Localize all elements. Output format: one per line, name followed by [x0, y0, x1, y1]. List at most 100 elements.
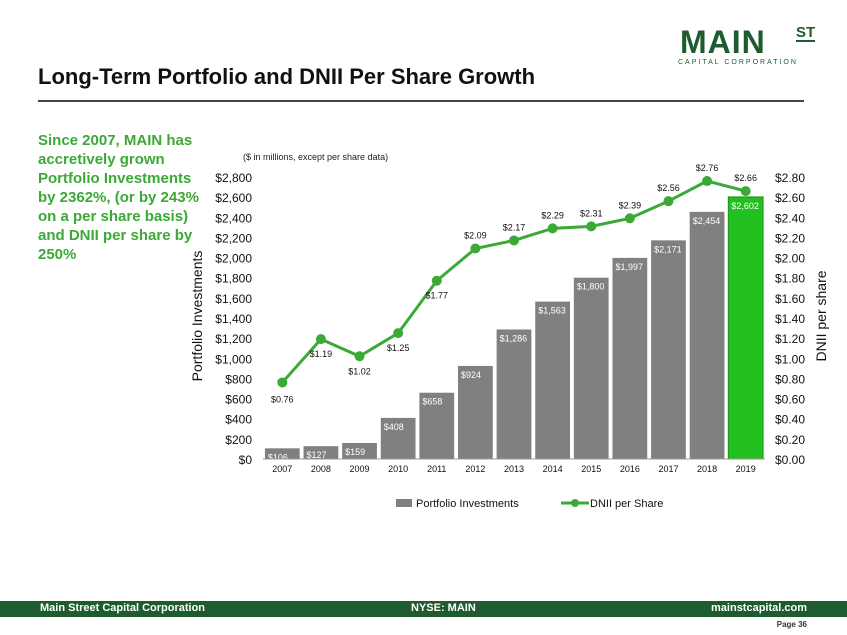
y-tick-label: $600 [225, 393, 252, 407]
bar-value-label: $408 [384, 422, 404, 432]
y-axis-title: Portfolio Investments [189, 251, 205, 382]
bar [535, 301, 570, 459]
x-tick-label: 2012 [465, 464, 485, 474]
dnii-value-label: $1.25 [387, 343, 410, 353]
y2-tick-label: $1.60 [775, 292, 805, 306]
bar [264, 448, 300, 459]
dnii-point [624, 213, 635, 224]
y2-tick-label: $2.40 [775, 211, 805, 225]
logo-main-text: MAIN [680, 24, 766, 60]
dnii-value-label: $1.02 [348, 366, 371, 376]
y2-tick-label: $2.80 [775, 171, 805, 185]
bar [303, 446, 339, 459]
y2-tick-label: $2.20 [775, 231, 805, 245]
page-number: Page 36 [776, 620, 807, 629]
summary-text: Since 2007, MAIN has accretively grown P… [38, 132, 199, 263]
x-tick-label: 2018 [697, 464, 717, 474]
dnii-value-label: $2.09 [464, 231, 487, 241]
chart-note: ($ in millions, except per share data) [243, 152, 388, 162]
y-tick-label: $1,000 [215, 352, 252, 366]
y2-tick-label: $2.60 [775, 191, 805, 205]
logo-st-text: ST [796, 24, 816, 42]
dnii-point [354, 351, 365, 362]
legend-swatch-portfolio [396, 499, 412, 507]
y2-tick-label: $0.60 [775, 393, 805, 407]
legend-label-portfolio: Portfolio Investments [416, 498, 519, 510]
x-tick-label: 2008 [311, 464, 331, 474]
x-tick-label: 2010 [388, 464, 408, 474]
dnii-point [547, 223, 558, 234]
dnii-point [509, 235, 519, 246]
bar-value-label: $1,286 [500, 333, 528, 343]
bar-value-label: $2,454 [693, 216, 721, 226]
bar [342, 442, 377, 459]
y-tick-label: $2,800 [215, 171, 252, 185]
y-tick-label: $400 [225, 413, 252, 427]
bar-value-label: $2,171 [654, 244, 682, 254]
bar [458, 365, 493, 459]
y-tick-label: $0 [239, 453, 253, 467]
dnii-value-label: $2.17 [503, 222, 526, 232]
y-tick-label: $2,000 [215, 252, 252, 266]
bar [612, 257, 648, 459]
footer-ticker: NYSE: MAIN [411, 602, 476, 614]
y2-tick-label: $0.40 [775, 413, 805, 427]
y-tick-label: $1,200 [215, 332, 252, 346]
y2-tick-label: $0.20 [775, 433, 805, 447]
legend-label-dnii: DNII per Share [590, 498, 663, 510]
x-tick-label: 2017 [658, 464, 678, 474]
chart-legend: Portfolio Investments DNII per Share [396, 498, 663, 510]
dnii-value-label: $2.39 [619, 200, 642, 210]
x-tick-label: 2013 [504, 464, 524, 474]
dnii-point [663, 196, 674, 207]
dnii-value-label: $1.77 [426, 291, 449, 301]
y2-tick-label: $0.00 [775, 453, 805, 467]
bar [496, 329, 532, 459]
dnii-value-label: $2.76 [696, 163, 719, 173]
bar [689, 211, 725, 459]
dnii-value-label: $1.19 [310, 349, 333, 359]
y2-tick-label: $1.80 [775, 272, 805, 286]
x-tick-label: 2015 [581, 464, 601, 474]
combo-chart: ($ in millions, except per share data) P… [189, 152, 829, 510]
dnii-value-label: $2.56 [657, 183, 680, 193]
dnii-value-label: $2.31 [580, 208, 603, 218]
dnii-value-label: $2.29 [541, 210, 564, 220]
dnii-point [702, 176, 713, 187]
y-tick-label: $1,400 [215, 312, 252, 326]
bar [727, 196, 764, 460]
slide-title: Long-Term Portfolio and DNII Per Share G… [38, 64, 536, 89]
dnii-point [740, 186, 751, 197]
footer-company: Main Street Capital Corporation [40, 602, 206, 614]
y2-tick-label: $1.00 [775, 352, 805, 366]
y2-tick-label: $1.20 [775, 332, 805, 346]
logo-subtitle: CAPITAL CORPORATION [678, 59, 798, 66]
legend-marker-dnii [571, 499, 579, 507]
bar [380, 417, 416, 459]
y2-tick-label: $0.80 [775, 372, 805, 386]
y-tick-label: $1,800 [215, 272, 252, 286]
title-divider [38, 100, 804, 102]
bar-value-label: $924 [461, 370, 481, 380]
company-logo: MAIN ST CAPITAL CORPORATION [678, 24, 828, 66]
bar-value-label: $658 [422, 397, 442, 407]
x-tick-label: 2009 [350, 464, 370, 474]
y-tick-label: $1,600 [215, 292, 252, 306]
bar [651, 240, 686, 459]
y2-tick-label: $1.40 [775, 312, 805, 326]
dnii-value-label: $2.66 [734, 173, 757, 183]
bar-value-label: $1,800 [577, 282, 605, 292]
bar-value-label: $127 [307, 450, 327, 460]
y-tick-label: $200 [225, 433, 252, 447]
y2-axis-title: DNII per share [813, 270, 829, 361]
footer-website[interactable]: mainstcapital.com [711, 602, 807, 614]
y-tick-label: $2,600 [215, 191, 252, 205]
dnii-point [393, 328, 404, 339]
bar-value-label: $1,997 [615, 262, 643, 272]
bar-value-label: $2,602 [731, 201, 759, 211]
y-tick-label: $800 [225, 372, 252, 386]
dnii-point [470, 243, 481, 254]
bar-value-label: $159 [345, 447, 365, 457]
bar-value-label: $1,563 [538, 306, 566, 316]
y-tick-label: $2,200 [215, 231, 252, 245]
